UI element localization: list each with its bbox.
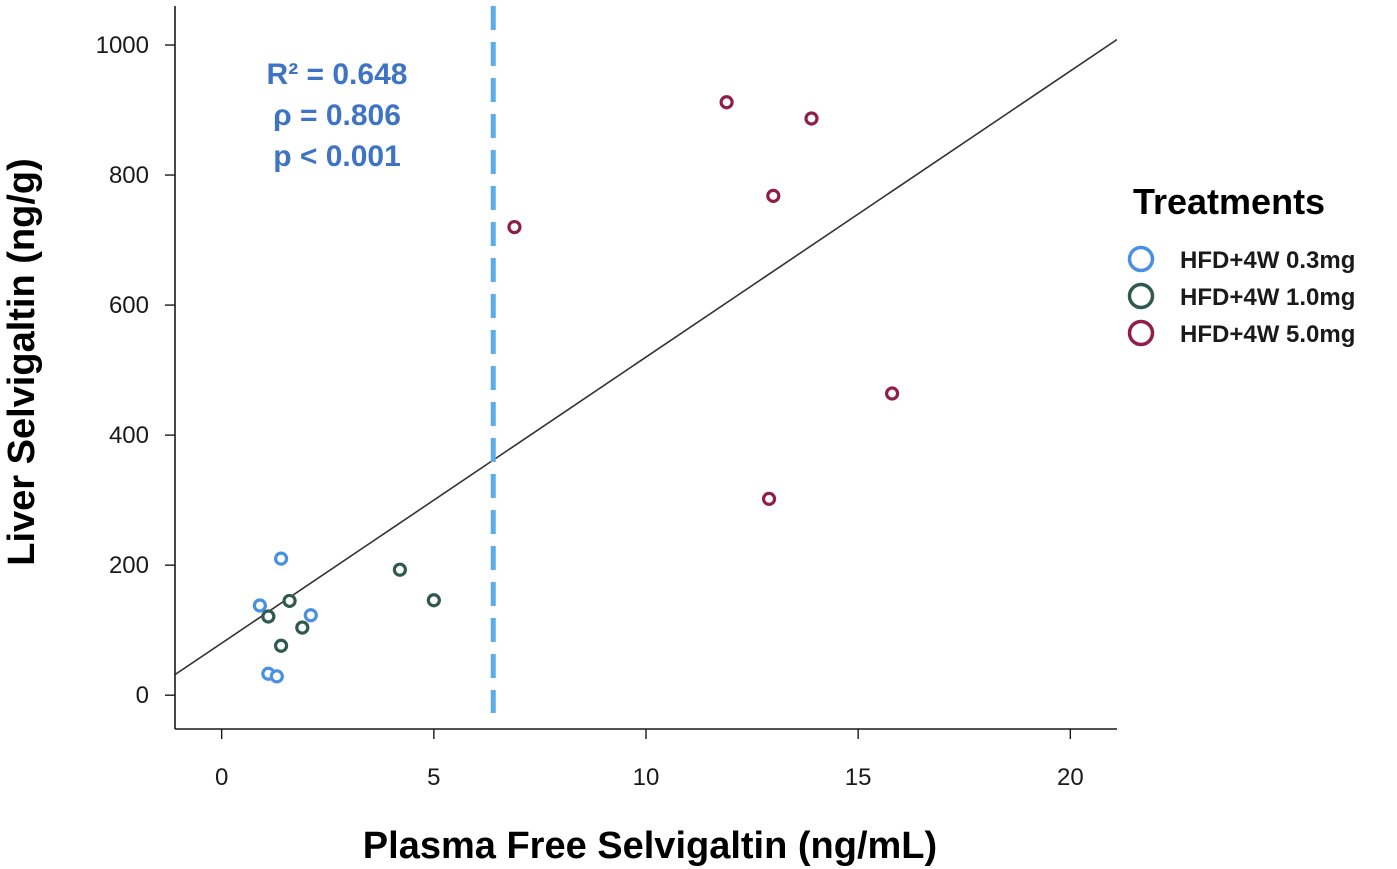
y-tick-label: 400 — [109, 422, 149, 449]
data-point — [303, 608, 318, 623]
data-point — [273, 551, 289, 566]
x-tick-label: 15 — [845, 764, 872, 791]
data-point — [804, 111, 819, 126]
data-point — [761, 491, 777, 506]
legend-label: HFD+4W 5.0mg — [1180, 321, 1355, 348]
stat-line: ρ = 0.806 — [273, 99, 401, 132]
series-3 — [507, 95, 900, 506]
data-point — [766, 188, 781, 203]
data-point — [885, 386, 900, 401]
legend-marker — [1127, 319, 1155, 347]
y-tick-label: 600 — [109, 292, 149, 319]
data-point — [426, 593, 441, 608]
y-tick-label: 800 — [109, 162, 149, 189]
data-point — [295, 620, 310, 635]
data-point — [719, 95, 734, 110]
stat-line: R² = 0.648 — [267, 58, 408, 91]
y-tick-label: 0 — [136, 682, 149, 709]
x-tick-label: 10 — [633, 764, 660, 791]
series-1 — [252, 551, 318, 684]
data-point — [392, 562, 407, 577]
series-2 — [261, 562, 441, 653]
legend-marker — [1127, 245, 1155, 273]
y-tick-label: 200 — [109, 552, 149, 579]
data-point — [252, 598, 267, 613]
data-point — [282, 593, 297, 609]
stats-annotation: R² = 0.648 ρ = 0.806 p < 0.001 — [267, 58, 408, 173]
y-axis-title: Liver Selvigaltin (ng/g) — [1, 158, 43, 566]
x-tick-label: 20 — [1057, 764, 1084, 791]
legend: Treatments HFD+4W 0.3mg HFD+4W 1.0mg HFD+4W… — [1127, 181, 1355, 348]
regression-fit-line — [175, 38, 1117, 676]
stat-line: p < 0.001 — [273, 140, 401, 173]
plot-area — [175, 6, 1117, 713]
data-point — [269, 669, 284, 684]
data-point — [273, 638, 289, 653]
data-point — [507, 219, 522, 235]
legend-title: Treatments — [1133, 181, 1325, 222]
y-tick-label: 1000 — [96, 32, 149, 59]
x-tick-label: 0 — [215, 764, 228, 791]
data-point — [261, 609, 276, 624]
x-tick-label: 5 — [427, 764, 440, 791]
legend-label: HFD+4W 1.0mg — [1180, 284, 1355, 311]
x-axis-title: Plasma Free Selvigaltin (ng/mL) — [363, 825, 937, 867]
legend-marker — [1127, 282, 1155, 310]
legend-label: HFD+4W 0.3mg — [1180, 247, 1355, 274]
